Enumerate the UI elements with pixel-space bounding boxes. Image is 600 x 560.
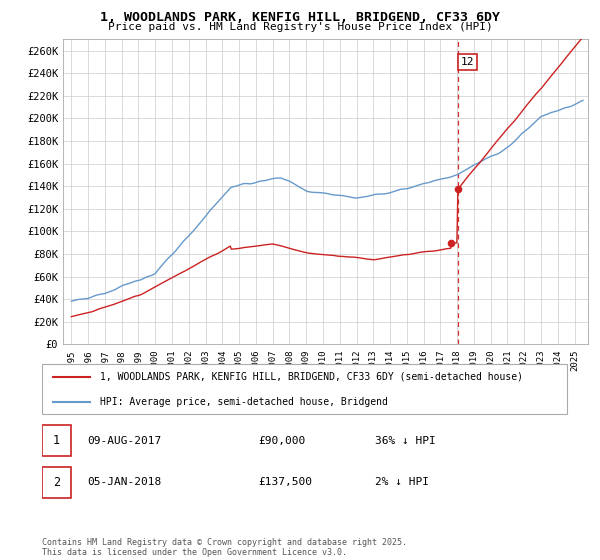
Text: 1, WOODLANDS PARK, KENFIG HILL, BRIDGEND, CF33 6DY: 1, WOODLANDS PARK, KENFIG HILL, BRIDGEND… bbox=[100, 11, 500, 24]
Text: 09-AUG-2017: 09-AUG-2017 bbox=[87, 436, 161, 446]
Text: 2% ↓ HPI: 2% ↓ HPI bbox=[374, 478, 428, 488]
Text: 36% ↓ HPI: 36% ↓ HPI bbox=[374, 436, 436, 446]
Text: 05-JAN-2018: 05-JAN-2018 bbox=[87, 478, 161, 488]
Bar bbox=[42, 425, 71, 456]
Text: £137,500: £137,500 bbox=[259, 478, 313, 488]
Text: Contains HM Land Registry data © Crown copyright and database right 2025.
This d: Contains HM Land Registry data © Crown c… bbox=[42, 538, 407, 557]
FancyBboxPatch shape bbox=[42, 364, 568, 414]
Text: 12: 12 bbox=[460, 57, 474, 67]
Text: £90,000: £90,000 bbox=[259, 436, 306, 446]
Text: 2: 2 bbox=[53, 476, 60, 489]
Bar bbox=[42, 467, 71, 498]
Text: 1: 1 bbox=[53, 435, 60, 447]
Text: Price paid vs. HM Land Registry's House Price Index (HPI): Price paid vs. HM Land Registry's House … bbox=[107, 22, 493, 32]
Text: HPI: Average price, semi-detached house, Bridgend: HPI: Average price, semi-detached house,… bbox=[100, 396, 388, 407]
Text: 1, WOODLANDS PARK, KENFIG HILL, BRIDGEND, CF33 6DY (semi-detached house): 1, WOODLANDS PARK, KENFIG HILL, BRIDGEND… bbox=[100, 372, 523, 382]
